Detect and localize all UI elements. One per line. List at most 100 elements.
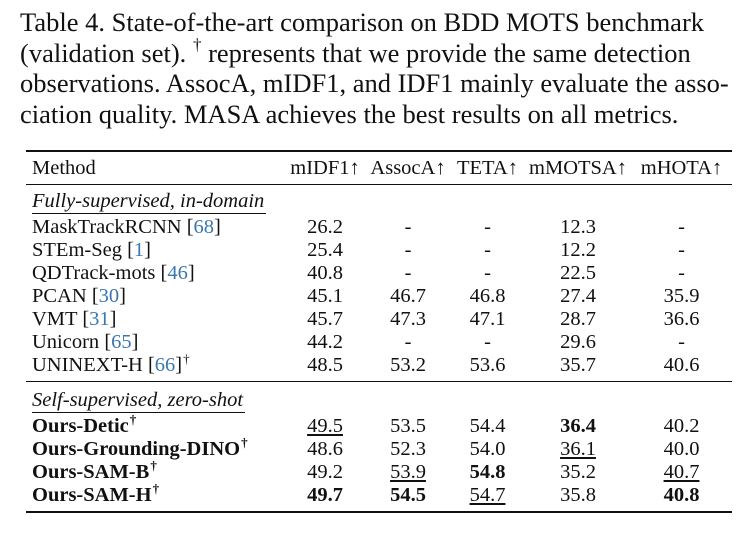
dagger-symbol: † [129,412,137,427]
section-fully-supervised: Fully-supervised, in-domain MaskTrackRCN… [26,185,732,382]
column-header-mhota: mHOTA↑ [640,156,723,179]
method-name: PCAN [32,285,87,307]
method-name: MaskTrackRCNN [32,216,182,238]
value-teta: 53.6 [469,354,506,376]
value-mmotsa: 35.7 [560,354,596,376]
caption-line: ciation quality. MASA achieves the best … [20,98,679,129]
value-midf1: 44.2 [307,331,343,353]
column-header-assoca: AssocA↑ [370,156,446,179]
value-mhota: 40.6 [663,354,700,376]
method-name: Ours-SAM-B [32,461,150,483]
table-row: Ours-Detic† 49.5 53.5 54.4 36.4 40.2 [26,412,732,438]
value-mmotsa: 27.4 [560,285,596,307]
table-row: QDTrack-mots [46] 40.8 - - 22.5 - [26,262,732,285]
value-mmotsa: 28.7 [560,308,596,330]
citation-link[interactable]: 1 [133,239,145,261]
value-mhota: 35.9 [663,285,700,307]
value-teta: 54.4 [469,415,506,437]
citation-link[interactable]: 65 [111,331,132,353]
value-assoca: 46.7 [390,285,426,307]
value-assoca: 53.5 [390,415,426,437]
value-midf1: 48.6 [307,438,343,460]
value-mmotsa: 12.3 [560,216,596,238]
table-row: Ours-SAM-H† 49.7 54.5 54.7 35.8 40.8 [26,481,732,512]
citation-link[interactable]: 68 [193,216,215,238]
table-header-row: Method mIDF1↑ AssocA↑ TETA↑ mMOTSA↑ mHOT… [26,151,732,185]
value-mmotsa: 35.8 [560,484,596,506]
column-header-teta: TETA↑ [457,156,518,179]
value-teta: - [484,216,491,238]
value-teta: 46.8 [469,285,506,307]
value-assoca: 47.3 [390,308,426,330]
value-midf1: 48.5 [307,354,343,376]
value-teta: - [484,331,491,353]
section-title: Self-supervised, zero-shot [32,389,246,413]
value-teta: 54.0 [469,438,506,460]
value-midf1: 45.7 [307,308,343,330]
table-row: MaskTrackRCNN [68] 26.2 - - 12.3 - [26,216,732,239]
value-mhota: 40.2 [663,415,700,437]
value-teta: 47.1 [469,308,506,330]
value-mhota: - [678,262,685,284]
citation-link[interactable]: 30 [98,285,120,307]
table-row: Unicorn [65] 44.2 - - 29.6 - [26,331,732,354]
method-name: VMT [32,308,78,330]
value-midf1: 45.1 [307,285,343,307]
citation-link[interactable]: 66 [154,354,176,376]
method-name: Ours-SAM-H [32,484,152,506]
value-midf1: 49.5 [307,415,343,437]
value-mmotsa: 36.1 [560,438,596,460]
caption-line: Table 4. State-of-the-art comparison on … [20,7,705,37]
dagger-symbol: † [192,34,202,54]
value-mhota: 40.0 [663,438,700,460]
value-assoca: 54.5 [390,484,426,506]
citation-link[interactable]: 46 [167,262,188,284]
value-mmotsa: 35.2 [560,461,596,483]
table-row: STEm-Seg [1] 25.4 - - 12.2 - [26,239,732,262]
value-assoca: - [404,262,412,284]
section-self-supervised: Self-supervised, zero-shot Ours-Detic† 4… [26,382,732,512]
column-header-mmotsa: mMOTSA↑ [529,156,627,179]
dagger-symbol: † [152,481,160,496]
value-assoca: 53.9 [390,461,426,483]
section-title: Fully-supervised, in-domain [32,190,267,214]
value-assoca: 53.2 [390,354,426,376]
table-caption: Table 4. State-of-the-art comparison on … [20,7,736,129]
column-header-midf1: mIDF1↑ [290,156,360,179]
dagger-symbol: † [150,458,157,473]
table-row: Ours-SAM-B† 49.2 53.9 54.8 35.2 40.7 [26,458,732,484]
value-mhota: 40.8 [663,484,700,506]
value-mmotsa: 29.6 [560,331,596,353]
caption-line: observations. AssocA, mIDF1, and IDF1 ma… [20,68,729,99]
value-mhota: 36.6 [663,308,700,330]
value-mhota: - [678,239,685,261]
caption-line: (validation set). † represents that we p… [20,34,691,68]
method-name: STEm-Seg [32,239,122,261]
value-mmotsa: 22.5 [560,262,596,284]
value-mhota: - [678,216,685,238]
table-row: Ours-Grounding-DINO† 48.6 52.3 54.0 36.1… [26,435,732,461]
value-midf1: 25.4 [307,239,343,261]
value-midf1: 26.2 [307,216,343,238]
value-mmotsa: 12.2 [560,239,596,261]
value-midf1: 49.2 [307,461,343,483]
value-assoca: - [404,239,412,261]
dagger-symbol: † [183,351,190,366]
value-mmotsa: 36.4 [560,415,596,437]
value-teta: 54.8 [469,461,506,483]
value-assoca: - [404,331,412,353]
dagger-symbol: † [241,435,248,450]
value-teta: - [484,239,491,261]
value-midf1: 40.8 [307,262,343,284]
method-name: Ours-Detic [32,415,129,437]
value-mhota: 40.7 [663,461,700,483]
value-mhota: - [678,331,685,353]
method-name: UNINEXT-H [32,354,143,376]
value-assoca: - [404,216,412,238]
method-name: QDTrack-mots [32,262,156,284]
method-name: Ours-Grounding-DINO [32,438,241,460]
citation-link[interactable]: 31 [89,308,110,330]
results-table: Method mIDF1↑ AssocA↑ TETA↑ mMOTSA↑ mHOT… [26,150,732,513]
value-midf1: 49.7 [307,484,343,506]
column-header-method: Method [32,156,96,179]
